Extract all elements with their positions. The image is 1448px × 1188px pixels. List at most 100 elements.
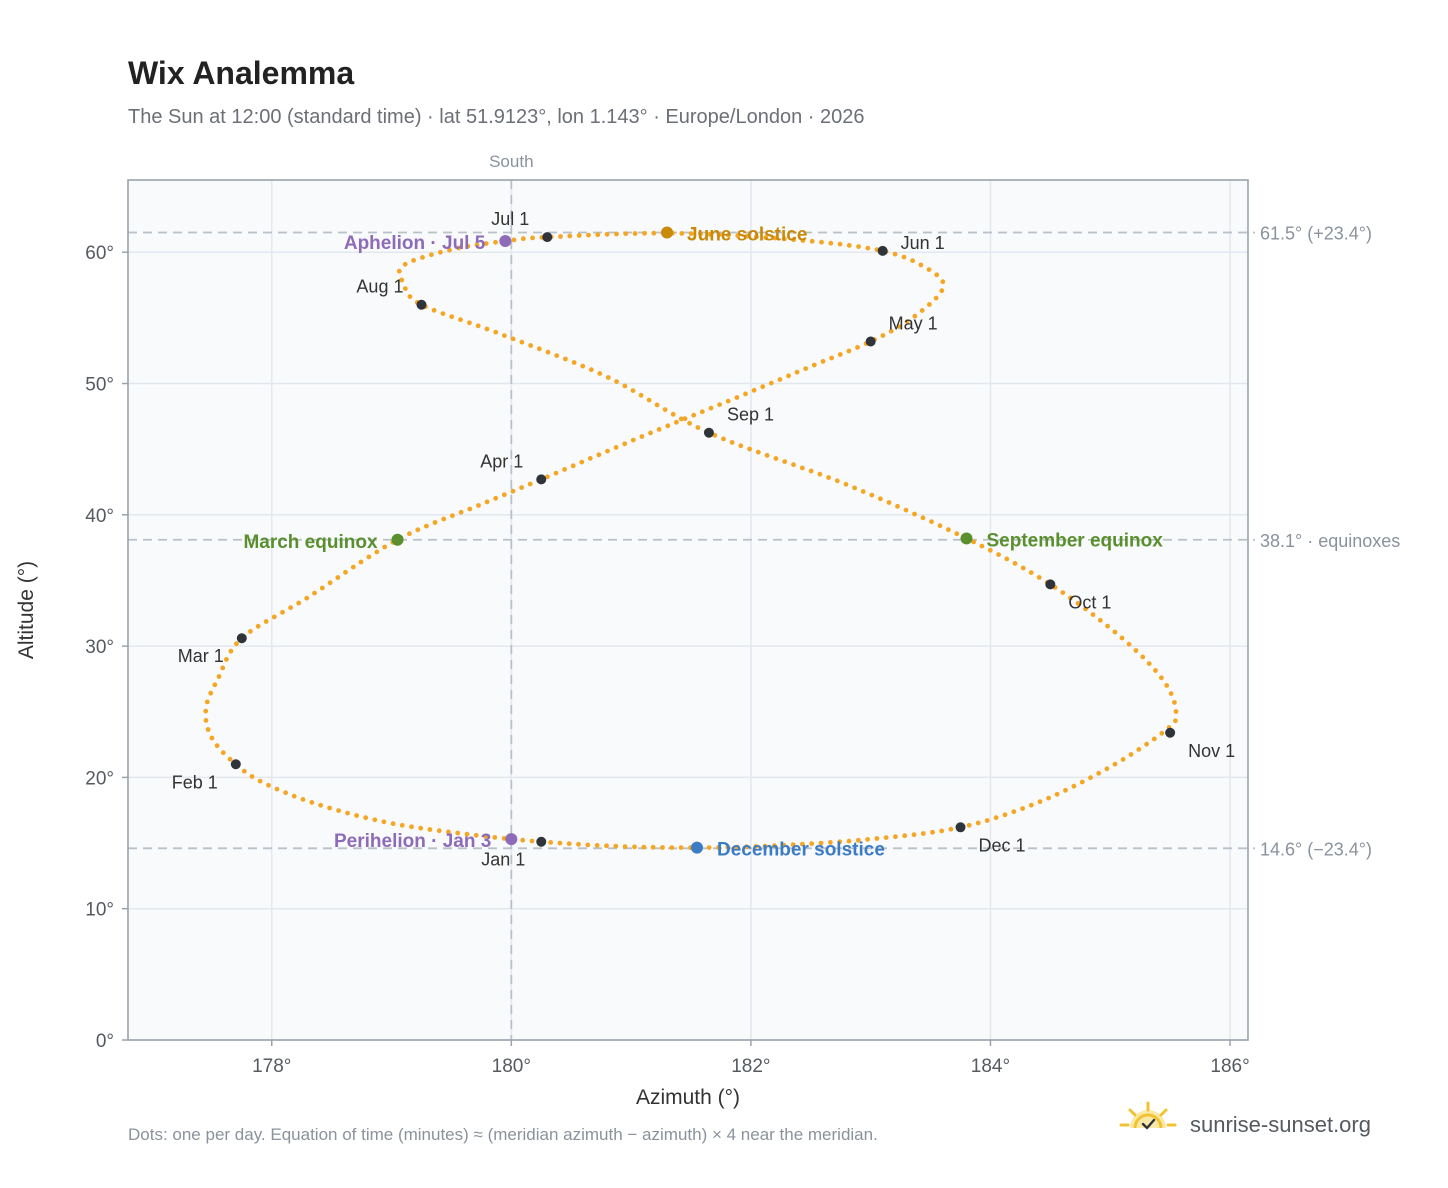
daily-sun-dot xyxy=(465,243,471,249)
daily-sun-dot xyxy=(350,564,356,570)
daily-sun-dot xyxy=(996,552,1001,557)
daily-sun-dot xyxy=(954,531,960,537)
daily-sun-dot xyxy=(1173,709,1179,714)
daily-sun-dot xyxy=(402,286,408,291)
daily-sun-dot xyxy=(501,492,507,498)
daily-sun-dot xyxy=(987,547,993,553)
event-markers: June solstice Aphelion · Jul 5 March equin… xyxy=(243,225,1163,861)
y-tick-label: 10° xyxy=(85,900,114,921)
daily-sun-dot xyxy=(447,247,452,253)
daily-sun-dot xyxy=(773,456,779,461)
daily-sun-dot xyxy=(455,830,461,836)
daily-sun-dot xyxy=(751,387,757,393)
daily-sun-dot xyxy=(1128,752,1134,757)
daily-sun-dot xyxy=(1133,648,1139,653)
daily-sun-dot xyxy=(707,231,713,237)
daily-sun-dot xyxy=(1068,595,1073,601)
daily-sun-dot xyxy=(440,311,446,316)
daily-sun-dot xyxy=(1011,809,1017,815)
daily-sun-dot xyxy=(747,446,752,452)
daily-sun-dot xyxy=(939,288,945,294)
daily-sun-dot xyxy=(205,727,211,732)
daily-sun-dot xyxy=(227,756,233,762)
daily-sun-dot xyxy=(860,489,866,494)
daily-sun-dot xyxy=(1159,675,1164,681)
daily-sun-dot xyxy=(1046,795,1051,801)
month-marker xyxy=(236,633,247,644)
daily-sun-dot xyxy=(209,735,215,741)
daily-sun-dot xyxy=(1105,623,1110,629)
daily-sun-dot xyxy=(1063,787,1068,793)
daily-sun-dot xyxy=(450,513,455,519)
daily-sun-dot xyxy=(407,531,412,537)
daily-sun-dot xyxy=(336,808,341,813)
daily-sun-dot xyxy=(464,831,470,837)
daily-sun-dot xyxy=(843,481,849,487)
daily-sun-dot xyxy=(493,495,499,501)
daily-sun-dot xyxy=(1119,635,1125,641)
daily-sun-dot xyxy=(855,837,861,843)
daily-sun-dot xyxy=(725,844,731,850)
daily-sun-dot xyxy=(449,314,455,320)
daily-sun-dot xyxy=(886,500,892,505)
x-axis-ticks: 178° 180° 182° 184° 186° xyxy=(252,1040,1250,1077)
chart-subtitle: The Sun at 12:00 (standard time) · lat 5… xyxy=(128,106,864,128)
daily-sun-dot xyxy=(646,397,652,403)
daily-sun-dot xyxy=(892,251,898,257)
daily-sun-dot xyxy=(571,360,577,365)
daily-sun-dot xyxy=(826,475,831,480)
daily-sun-dot xyxy=(327,805,332,811)
month-marker xyxy=(230,759,241,770)
daily-sun-dot xyxy=(432,520,438,525)
month-marker-label: Jun 1 xyxy=(901,233,945,253)
daily-sun-dot xyxy=(580,363,586,369)
daily-sun-dot xyxy=(605,448,610,454)
daily-sun-dot xyxy=(1036,575,1042,580)
daily-sun-dot xyxy=(228,648,234,654)
daily-sun-dot xyxy=(800,238,806,243)
daily-sun-dot xyxy=(407,294,413,299)
daily-sun-dot xyxy=(934,272,940,278)
daily-sun-dot xyxy=(1104,766,1110,772)
daily-sun-dot xyxy=(809,238,815,244)
month-marker-label: Oct 1 xyxy=(1068,592,1111,612)
daily-sun-dot xyxy=(429,252,434,258)
daily-sun-dot xyxy=(402,261,408,267)
month-marker-label: Mar 1 xyxy=(178,646,224,666)
daily-sun-dot xyxy=(706,845,712,850)
event-marker xyxy=(661,226,674,239)
daily-sun-dot xyxy=(1090,612,1096,617)
daily-sun-dot xyxy=(903,507,909,513)
daily-sun-dot xyxy=(856,244,861,250)
daily-sun-dot xyxy=(579,459,585,465)
event-marker xyxy=(391,533,404,546)
daily-sun-dot xyxy=(660,845,665,850)
daily-sun-dot xyxy=(520,837,526,843)
month-marker xyxy=(955,822,966,833)
daily-sun-dot xyxy=(1112,629,1118,635)
daily-sun-dot xyxy=(420,255,425,260)
daily-sun-dot xyxy=(382,544,388,550)
daily-sun-dot xyxy=(852,485,857,491)
daily-sun-dot xyxy=(545,349,551,355)
daily-sun-dot xyxy=(274,786,280,792)
daily-sun-dot xyxy=(734,395,740,400)
daily-sun-dot xyxy=(865,837,870,842)
daily-sun-dot xyxy=(744,233,750,239)
daily-sun-dot xyxy=(734,844,740,850)
daily-sun-dot xyxy=(630,388,636,393)
y-axis-ticks: 0° 10° 20° 30° 40° 50° 60° xyxy=(85,243,128,1052)
daily-sun-dot xyxy=(536,346,542,352)
daily-sun-dot xyxy=(492,835,498,840)
event-label: Perihelion · Jan 3 xyxy=(334,831,491,852)
daily-sun-dot xyxy=(799,465,805,471)
daily-sun-dot xyxy=(528,343,533,348)
daily-sun-dot xyxy=(790,842,796,848)
event-label: March equinox xyxy=(243,532,378,553)
daily-sun-dot xyxy=(726,232,731,238)
daily-sun-dot xyxy=(819,239,824,245)
daily-sun-dot xyxy=(803,366,809,371)
daily-sun-dot xyxy=(415,527,421,533)
month-marker xyxy=(536,836,547,847)
daily-sun-dot xyxy=(519,339,525,345)
